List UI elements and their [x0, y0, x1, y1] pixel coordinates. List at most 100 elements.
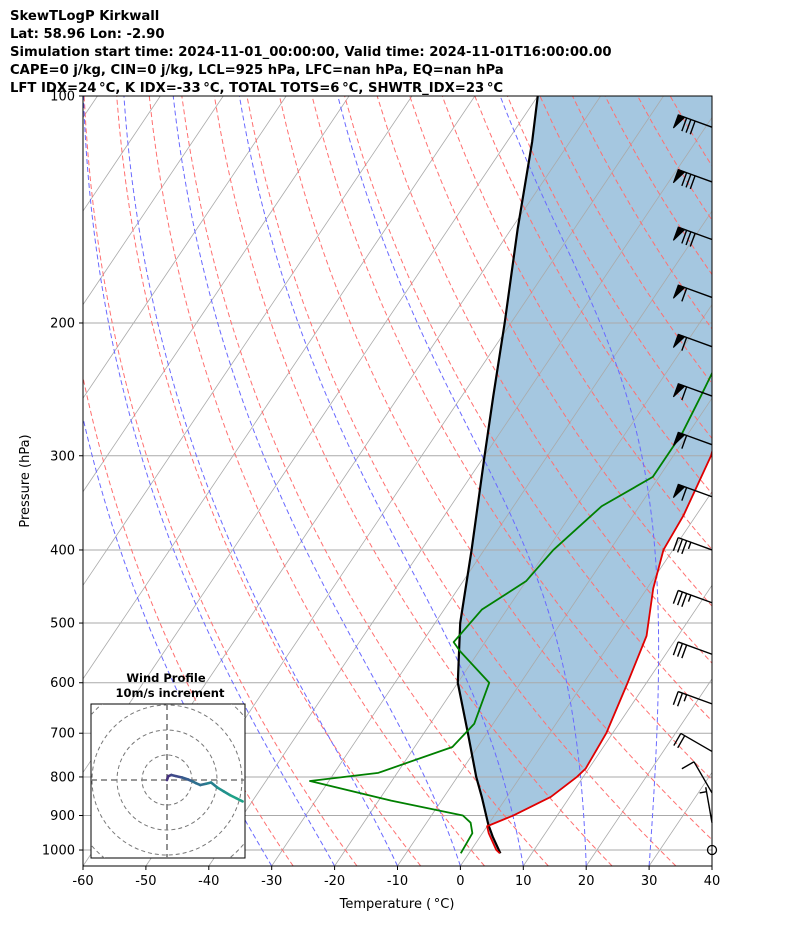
- barb-flag: [681, 435, 688, 449]
- dry-adiabat: [441, 96, 712, 551]
- moist-adiabat: [337, 96, 587, 866]
- stability-indices: LFT IDX=24 °C, K IDX=-33 °C, TOTAL TOTS=…: [10, 81, 504, 96]
- dry-adiabat: [278, 96, 712, 841]
- barb-flag: [676, 538, 684, 553]
- barb-flag: [685, 231, 692, 246]
- y-tick-label: 900: [50, 809, 75, 824]
- barb-flag: [677, 735, 686, 749]
- dry-adiabat: [83, 96, 358, 866]
- wind-barb: [672, 431, 713, 449]
- station-coordinates: Lat: 58.96 Lon: -2.90: [10, 27, 165, 42]
- y-tick-label: 400: [50, 543, 75, 558]
- isotherm-line: [460, 491, 712, 866]
- moist-adiabat: [123, 96, 398, 866]
- barb-flag: [676, 643, 684, 657]
- barb-staff: [693, 761, 713, 794]
- wind-barb: [681, 761, 713, 794]
- wind-barb: [672, 333, 713, 351]
- y-axis-label: Pressure (hPa): [18, 434, 33, 527]
- dry-adiabat: [213, 96, 613, 866]
- dry-adiabat: [311, 96, 712, 781]
- wind-barb: [699, 787, 713, 823]
- barb-flag: [681, 337, 688, 351]
- barb-pennant: [672, 168, 686, 184]
- wind-barb: [672, 284, 713, 302]
- isotherm-line: [83, 96, 224, 306]
- x-tick-label: 30: [641, 874, 658, 889]
- inset-title: Wind Profile: [126, 671, 206, 685]
- wind-barb: [672, 114, 713, 135]
- dry-adiabat: [246, 96, 677, 866]
- barb-flag: [681, 230, 688, 244]
- isotherm-line: [397, 397, 712, 866]
- barb-flag: [681, 386, 688, 401]
- isotherm-line: [522, 584, 712, 866]
- barb-staff: [677, 589, 713, 604]
- barb-flag: [672, 537, 679, 552]
- isotherm-line: [208, 116, 712, 866]
- barb-flag: [681, 287, 688, 302]
- wind-barb: [672, 226, 713, 247]
- barb-pennant: [672, 226, 686, 241]
- hodograph-segment: [235, 796, 244, 803]
- x-tick-label: -50: [135, 874, 156, 889]
- moist-adiabat: [238, 96, 524, 866]
- barb-flag: [681, 593, 688, 607]
- barb-pennant: [672, 431, 686, 446]
- x-tick-label: -20: [324, 874, 345, 889]
- isotherm-line: [83, 96, 350, 493]
- wind-barb: [672, 641, 713, 659]
- wind-barb: [672, 536, 713, 555]
- barb-half-flag: [699, 791, 707, 794]
- barb-half-flag: [683, 694, 688, 702]
- dry-adiabat: [474, 96, 712, 495]
- inset-plot: [91, 704, 245, 858]
- barb-flag: [685, 119, 692, 133]
- x-tick-label: 40: [704, 874, 721, 889]
- barb-flag: [681, 540, 688, 555]
- x-axis-label: Temperature ( °C): [339, 897, 455, 912]
- isotherm-line: [585, 678, 712, 866]
- y-tick-label: 600: [50, 676, 75, 691]
- barb-pennant: [672, 383, 686, 398]
- barb-staff: [677, 536, 713, 551]
- moist-adiabat: [711, 862, 712, 866]
- wind-barb: [672, 383, 713, 401]
- barb-flag: [685, 173, 692, 188]
- x-tick-label: 10: [515, 874, 532, 889]
- plot-area: [83, 96, 712, 866]
- isotherm-line: [334, 303, 712, 866]
- y-tick-label: 200: [50, 316, 75, 331]
- wind-barb: [672, 589, 713, 607]
- barb-flag: [672, 590, 679, 604]
- barb-flag: [681, 487, 688, 501]
- isotherm-line: [83, 96, 476, 680]
- isotherm-line: [711, 865, 712, 866]
- dry-adiabat: [116, 96, 422, 866]
- y-tick-label: 500: [50, 617, 75, 632]
- barb-flag: [681, 761, 695, 770]
- x-tick-label: 0: [456, 874, 464, 889]
- wind-barb: [673, 732, 713, 753]
- x-tick-label: -30: [261, 874, 282, 889]
- barb-half-flag: [687, 594, 692, 602]
- barb-flag: [676, 591, 684, 606]
- barb-staff: [680, 732, 713, 753]
- chart-header: SkewTLogP Kirkwall Lat: 58.96 Lon: -2.90…: [10, 8, 612, 98]
- cape-cin-levels: CAPE=0 j/kg, CIN=0 j/kg, LCL=925 hPa, LF…: [10, 63, 504, 78]
- axes: -60 -50 -40 -30 -20 -10 0 10 20 30 40 100 200 300 400 5…: [42, 90, 720, 890]
- dewpoint-line: [309, 371, 712, 854]
- barb-flag: [672, 641, 679, 656]
- moist-adiabat: [172, 96, 461, 866]
- barb-flag: [689, 120, 696, 135]
- x-tick-label: -40: [198, 874, 219, 889]
- x-tick-label: -60: [72, 874, 93, 889]
- wind-barbs: [672, 114, 718, 856]
- isotherm-line: [271, 210, 712, 866]
- y-tick-label: 300: [50, 449, 75, 464]
- barb-pennant: [672, 284, 686, 299]
- parcel-shading: [457, 96, 712, 854]
- station-title: SkewTLogP Kirkwall: [10, 9, 160, 24]
- x-tick-label: -10: [387, 874, 408, 889]
